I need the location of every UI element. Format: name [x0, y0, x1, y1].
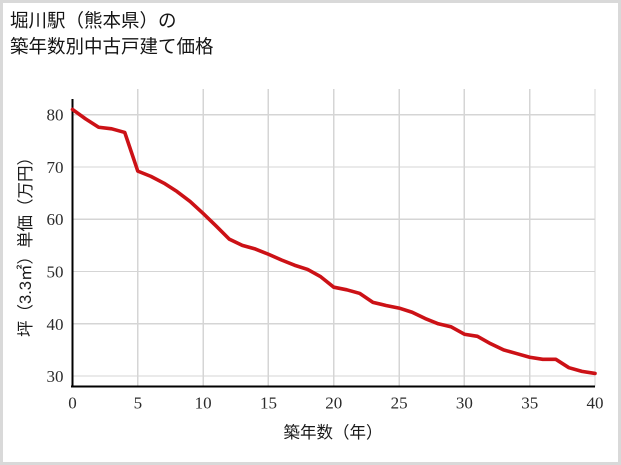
axis-spines [71, 99, 595, 388]
y-tick-label: 40 [47, 315, 64, 334]
gridlines [72, 89, 596, 387]
y-tick-label: 30 [47, 367, 64, 386]
y-tick-label: 50 [47, 263, 64, 282]
chart-canvas: 堀川駅（熊本県）の 築年数別中古戸建て価格 30 40 50 60 70 80 0 5 10 1… [3, 3, 618, 462]
x-axis-title: 築年数（年） [284, 423, 383, 442]
x-tick-labels: 0 5 10 15 20 25 30 35 40 [68, 394, 603, 413]
y-tick-label: 80 [47, 106, 64, 125]
chart-title: 堀川駅（熊本県）の 築年数別中古戸建て価格 [10, 10, 214, 57]
x-tick-label: 40 [587, 394, 604, 413]
line-chart: 30 40 50 60 70 80 0 5 10 15 20 25 30 35 40 築年数（年） 坪（3… [16, 89, 604, 442]
plot-area-wrapper: 30 40 50 60 70 80 0 5 10 15 20 25 30 35 40 築年数（年） 坪（3… [3, 3, 618, 462]
y-tick-labels: 30 40 50 60 70 80 [47, 106, 64, 386]
y-axis-title: 坪（3.3㎡）単価（万円） [16, 149, 35, 337]
x-tick-label: 30 [456, 394, 473, 413]
x-tick-label: 10 [195, 394, 212, 413]
x-tick-label: 5 [134, 394, 143, 413]
x-tick-label: 15 [260, 394, 277, 413]
y-tick-label: 60 [47, 210, 64, 229]
x-tick-label: 20 [325, 394, 342, 413]
x-tick-label: 25 [391, 394, 408, 413]
x-tick-label: 35 [521, 394, 538, 413]
data-series-line [70, 107, 597, 376]
y-tick-label: 70 [47, 158, 64, 177]
x-tick-label: 0 [68, 394, 77, 413]
